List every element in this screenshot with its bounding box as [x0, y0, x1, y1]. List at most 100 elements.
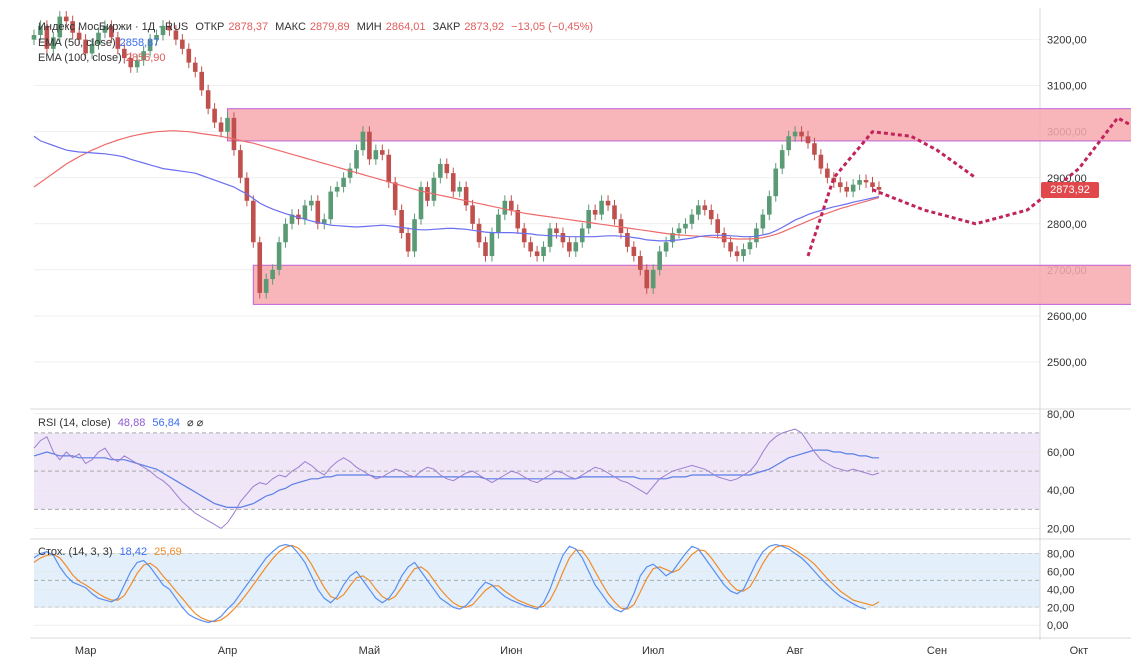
candle: [38, 25, 43, 36]
candle: [302, 205, 308, 220]
candle: [89, 44, 95, 54]
price-zone: [227, 108, 1131, 142]
candle: [70, 21, 75, 33]
candle: [212, 108, 217, 123]
candle: [747, 242, 753, 250]
candle: [599, 200, 604, 215]
candle: [173, 30, 179, 40]
open-label: ОТКР: [195, 21, 225, 33]
candle: [567, 242, 572, 252]
stoch-tick-label: 0,00: [1047, 620, 1068, 632]
candle: [805, 136, 811, 144]
candle: [708, 210, 714, 220]
candle: [728, 242, 733, 252]
candle: [741, 249, 746, 257]
candle: [605, 200, 611, 206]
rsi-legend[interactable]: RSI (14, close) 48,88 56,84 ⌀ ⌀: [38, 416, 207, 430]
candle: [289, 214, 295, 224]
stoch-tick-label: 20,00: [1047, 602, 1075, 614]
candle: [702, 205, 708, 210]
candle: [792, 131, 798, 137]
candle: [134, 60, 140, 68]
candle: [154, 35, 159, 40]
rsi-line: [33, 428, 880, 530]
time-tick-label: Мар: [75, 645, 97, 657]
ema100-legend[interactable]: EMA (100, close) 2856,90: [38, 51, 170, 65]
candle: [638, 256, 643, 270]
candle: [457, 186, 462, 192]
candle: [825, 168, 830, 178]
candle: [412, 219, 417, 252]
candle: [186, 48, 192, 63]
candle: [489, 233, 495, 257]
candle: [515, 210, 521, 229]
candle: [276, 242, 282, 270]
close-label: ЗАКР: [432, 21, 461, 33]
rsi-ma-value: 56,84: [152, 417, 180, 429]
rsi-tick-label: 60,00: [1047, 447, 1075, 459]
candle: [141, 51, 146, 61]
candle: [541, 246, 546, 257]
candle: [380, 150, 385, 155]
ema50-legend[interactable]: EMA (50, close) 2858,87: [38, 36, 163, 50]
symbol-name[interactable]: Индекс МосБиржи · 1Д · RUS: [38, 21, 189, 33]
candle: [683, 223, 688, 229]
candle: [876, 186, 882, 190]
candle: [650, 269, 656, 289]
candle: [476, 223, 482, 243]
candle: [354, 150, 359, 169]
candle: [102, 25, 108, 33]
low-label: МИН: [356, 21, 382, 33]
candle: [31, 35, 37, 40]
forecast-path-up: [806, 130, 977, 257]
candle: [657, 251, 662, 270]
candle: [534, 251, 540, 257]
candle: [373, 150, 379, 160]
candle: [786, 136, 791, 151]
candle: [283, 223, 288, 243]
time-tick-label: Окт: [1070, 645, 1089, 657]
candle: [76, 32, 82, 40]
stoch-d-value: 25,69: [154, 546, 182, 558]
candle: [625, 233, 630, 247]
candle: [773, 168, 779, 197]
candle: [160, 25, 166, 36]
candle: [554, 228, 559, 234]
main-legend: Индекс МосБиржи · 1Д · RUS ОТКР 2878,37 М…: [38, 20, 597, 34]
candle: [199, 71, 204, 91]
time-tick-label: Авг: [786, 645, 803, 657]
candle: [521, 228, 527, 243]
price-tick-label: 2800,00: [1047, 219, 1087, 231]
price-tick-label: 2600,00: [1047, 311, 1087, 323]
candle: [760, 214, 766, 229]
candle: [670, 233, 675, 243]
price-tick-label: 2500,00: [1047, 357, 1087, 369]
candle: [360, 131, 366, 151]
candle: [334, 186, 340, 192]
candle: [663, 242, 669, 252]
candle: [51, 37, 56, 49]
candle: [844, 186, 849, 192]
candle: [850, 184, 856, 192]
price-tick-label: 3100,00: [1047, 81, 1087, 93]
candle: [502, 200, 508, 215]
candle: [309, 200, 314, 206]
stoch-k-value: 18,42: [119, 546, 148, 558]
candle: [128, 58, 134, 68]
close-value: 2873,92: [464, 21, 505, 33]
candle: [715, 219, 720, 234]
time-tick-label: Апр: [218, 645, 237, 657]
candle: [592, 210, 598, 215]
candle: [122, 48, 127, 59]
open-value: 2878,37: [228, 21, 269, 33]
time-tick-label: Июл: [642, 645, 664, 657]
candle: [109, 25, 114, 38]
candle: [392, 182, 398, 210]
stoch-d-line: [33, 544, 880, 623]
forecast-path: [871, 116, 1131, 226]
candle: [83, 39, 88, 54]
candle: [612, 205, 617, 220]
stoch-legend[interactable]: Стох. (14, 3, 3) 18,42 25,69: [38, 545, 186, 559]
candle: [399, 210, 404, 234]
